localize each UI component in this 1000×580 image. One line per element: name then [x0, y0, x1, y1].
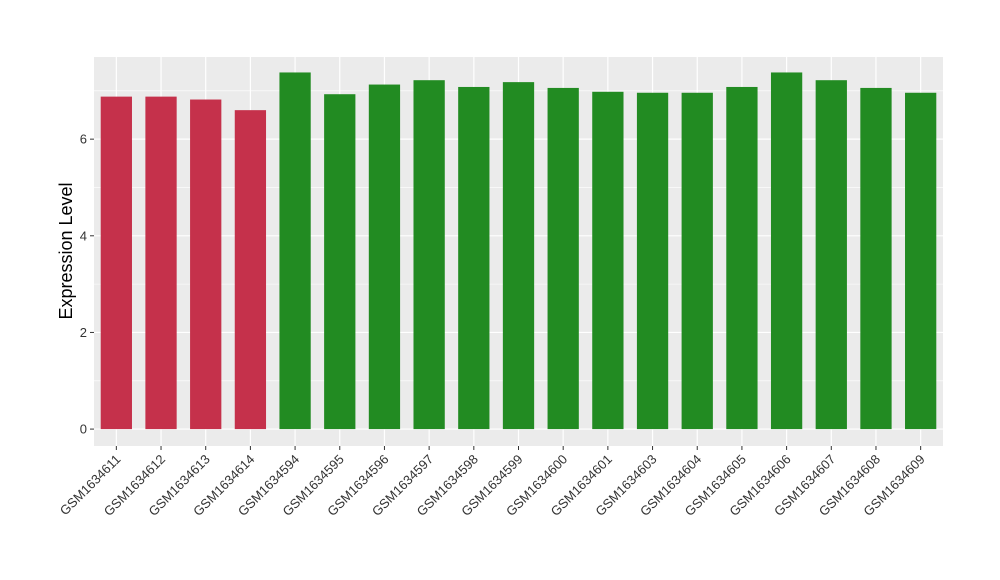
- bar-GSM1634595: [324, 94, 356, 430]
- bar-GSM1634596: [368, 84, 401, 430]
- bar-GSM1634608: [860, 87, 892, 430]
- bar-GSM1634612: [145, 96, 177, 430]
- bar-GSM1634607: [815, 80, 847, 430]
- bar-GSM1634613: [190, 99, 222, 430]
- bar-GSM1634606: [770, 72, 803, 430]
- y-axis: 0 2 4 6: [80, 132, 94, 437]
- bar-GSM1634611: [100, 96, 132, 430]
- y-axis-title: Expression Level: [56, 182, 76, 319]
- bar-GSM1634600: [547, 87, 579, 430]
- bar-GSM1634603: [636, 92, 669, 430]
- y-tick-label: 6: [80, 132, 87, 147]
- bar-GSM1634605: [726, 86, 758, 430]
- y-tick-label: 4: [80, 228, 87, 243]
- y-tick-label: 2: [80, 325, 87, 340]
- bar-GSM1634597: [413, 80, 445, 430]
- bar-GSM1634601: [592, 91, 624, 430]
- bar-GSM1634609: [905, 92, 937, 430]
- bar-GSM1634599: [502, 82, 535, 430]
- y-tick-label: 0: [80, 422, 87, 437]
- bars: [100, 72, 937, 430]
- bar-GSM1634594: [279, 72, 311, 430]
- bar-GSM1634614: [234, 110, 267, 430]
- x-axis: GSM1634611GSM1634612GSM1634613GSM1634614…: [57, 446, 928, 519]
- bar-GSM1634604: [681, 92, 713, 430]
- bar-GSM1634598: [458, 86, 490, 430]
